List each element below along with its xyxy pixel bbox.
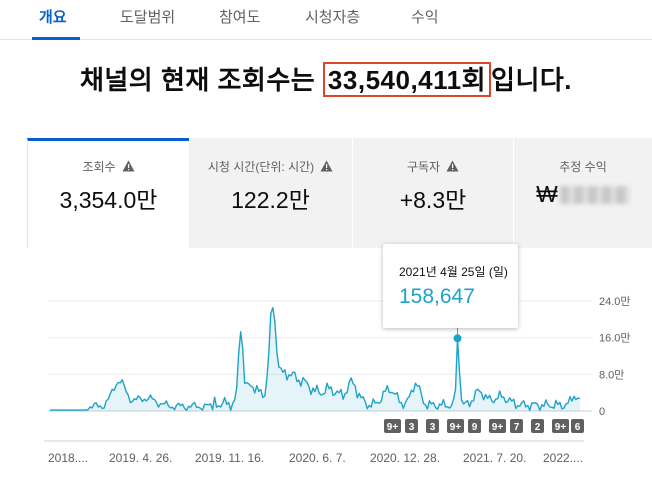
metric-value: 122.2만 <box>231 187 310 213</box>
tab-engagement[interactable]: 참여도 <box>219 9 261 26</box>
x-tick-label: 2020. 12. 28. <box>370 451 440 465</box>
event-badge <box>384 419 401 433</box>
x-tick-label: 2021. 7. 20. <box>463 451 526 465</box>
event-badge <box>552 419 569 433</box>
metric-label: 추정 수익 <box>559 160 607 174</box>
event-badge-label: 3 <box>430 422 436 433</box>
event-badge <box>447 419 464 433</box>
tab-audience[interactable]: 시청자층 <box>305 9 361 26</box>
y-tick-label: 16.0만 <box>599 332 631 345</box>
metric-value: +8.3만 <box>399 187 467 213</box>
metric-label-text: 시청 시간(단위: 시간) <box>207 160 315 174</box>
x-tick-label: 2022.... <box>543 451 583 465</box>
event-badge-label: 9+ <box>450 422 462 433</box>
headline-suffix: 입니다. <box>491 65 573 95</box>
event-badge <box>531 419 544 433</box>
warning-icon <box>320 160 333 172</box>
event-badge <box>489 419 506 433</box>
highlight-point <box>453 334 462 343</box>
x-tick-label: 2018.... <box>48 451 88 465</box>
event-badge-label: 9+ <box>555 422 567 433</box>
event-badge-label: 9 <box>472 422 478 433</box>
tab-overview[interactable]: 개요 <box>39 9 67 26</box>
event-badge-label: 7 <box>514 422 520 433</box>
event-badge-label: 3 <box>409 422 415 433</box>
y-tick-label: 8.0만 <box>599 368 624 381</box>
metric-label: 조회수 <box>28 158 189 175</box>
chart-tooltip: 2021년 4월 25일 (일) 158,647 <box>383 244 518 328</box>
warning-icon <box>122 160 135 172</box>
tooltip-date: 2021년 4월 25일 (일) <box>399 265 508 279</box>
revenue-currency: ₩ <box>536 181 558 207</box>
headline-prefix: 채널의 현재 조회수는 <box>79 65 323 95</box>
x-tick-label: 2019. 4. 26. <box>109 451 172 465</box>
x-tick-label: 2020. 6. 7. <box>289 451 346 465</box>
active-tab-indicator <box>32 37 80 40</box>
y-tick-label: 0 <box>599 406 605 418</box>
event-badge <box>468 419 481 433</box>
event-badge-label: 9+ <box>387 422 399 433</box>
x-tick-label: 2019. 11. 16. <box>195 451 264 465</box>
event-badge <box>405 419 418 433</box>
views-chart[interactable]: 0 8.0만 16.0만 24.0만 9+ 3 3 9+ 9 9+ 7 2 9+ 6 2018.... 201… <box>0 248 652 488</box>
analytics-tab-bar: 개요 도달범위 참여도 시청자층 수익 <box>0 0 652 40</box>
views-chart-svg: 0 8.0만 16.0만 24.0만 9+ 3 3 9+ 9 9+ 7 2 9+ 6 2018.... 201… <box>44 295 631 465</box>
event-badge-label: 9+ <box>492 422 504 433</box>
tooltip-value: 158,647 <box>399 285 475 308</box>
tab-revenue[interactable]: 수익 <box>411 9 439 26</box>
metric-card-views[interactable]: 조회수 3,354.0만 <box>27 138 189 248</box>
event-badge <box>510 419 523 433</box>
metric-value: 3,354.0만 <box>59 187 158 213</box>
metric-label-text: 조회수 <box>82 160 116 174</box>
chart-series-line <box>50 307 581 411</box>
metric-value: ₩ <box>514 181 652 208</box>
channel-views-headline: 채널의 현재 조회수는 33,540,411회 입니다. <box>0 60 652 97</box>
event-badge <box>571 419 584 433</box>
redacted-revenue-value <box>559 186 630 204</box>
total-views-highlight: 33,540,411회 <box>322 62 492 97</box>
metric-label: 구독자 <box>353 158 513 175</box>
y-tick-label: 24.0만 <box>599 295 631 308</box>
tab-reach[interactable]: 도달범위 <box>120 9 176 26</box>
warning-icon <box>446 160 459 172</box>
metric-cards: 조회수 3,354.0만 시청 시간(단위: 시간) 122.2만 구독자 +8… <box>27 138 652 248</box>
event-badge <box>426 419 439 433</box>
metric-card-watch-time[interactable]: 시청 시간(단위: 시간) 122.2만 <box>189 138 352 248</box>
metric-card-subscribers[interactable]: 구독자 +8.3만 <box>353 138 513 248</box>
metric-card-revenue[interactable]: 추정 수익 ₩ <box>514 138 652 248</box>
metric-label-text: 구독자 <box>406 160 441 174</box>
metric-label: 시청 시간(단위: 시간) <box>189 158 352 175</box>
event-badge-label: 6 <box>575 422 581 433</box>
event-badge-label: 2 <box>535 422 541 433</box>
